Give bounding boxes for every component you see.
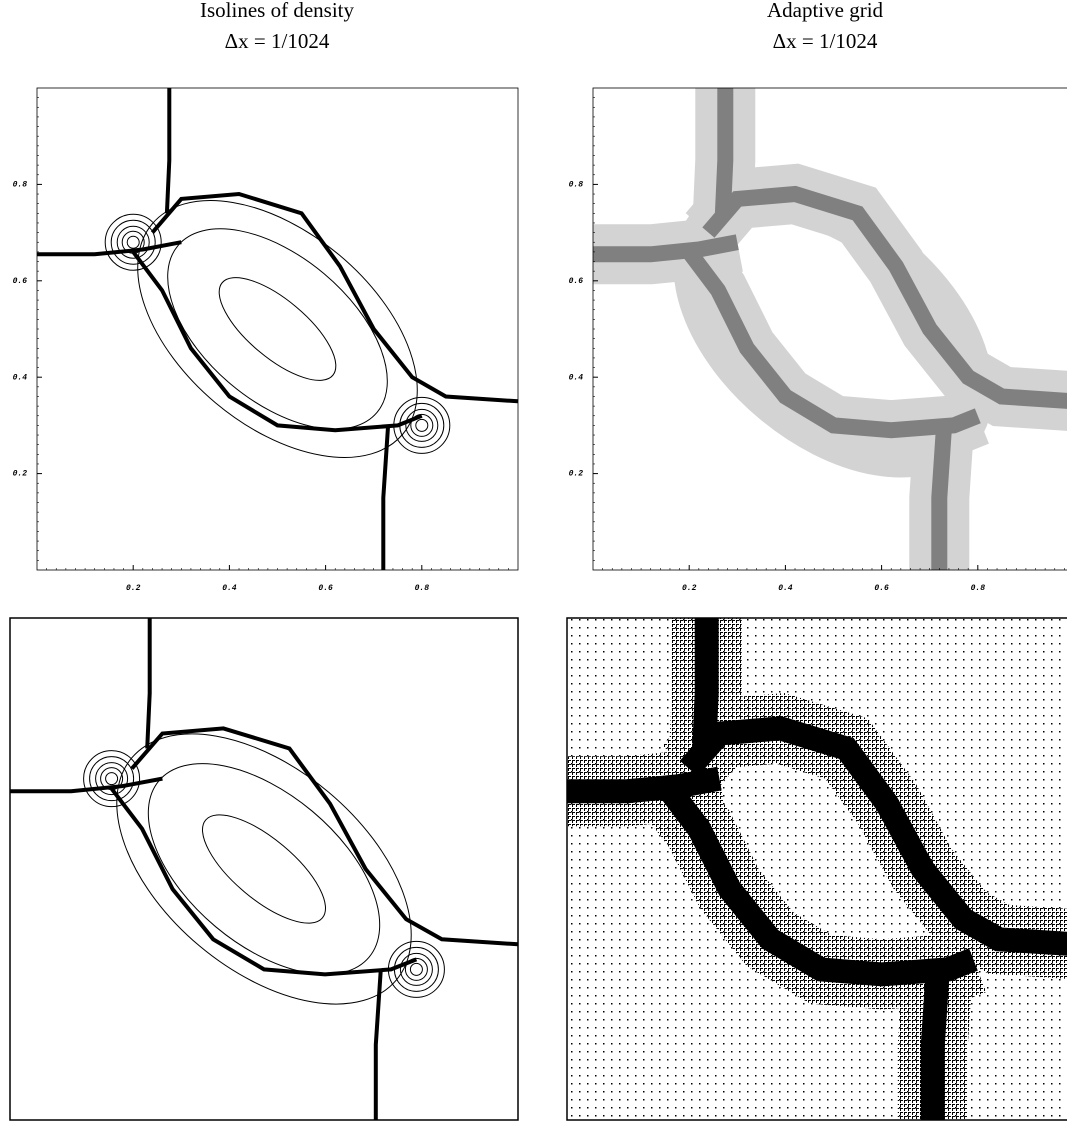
spiral-contour: [127, 236, 139, 248]
y-tick-label: 0.8: [13, 181, 28, 190]
x-tick-label: 0.8: [415, 584, 430, 593]
x-tick-label: 0.6: [874, 584, 889, 593]
panel-subtitle: Δx = 1/1024: [225, 29, 330, 53]
fine-region: [939, 425, 944, 570]
contour: [90, 150, 464, 508]
fine-region: [567, 779, 719, 792]
y-tick-label: 0.6: [569, 277, 584, 286]
spiral-contour: [405, 958, 427, 980]
x-tick-label: 0.6: [318, 584, 333, 593]
panel: [593, 88, 1067, 570]
fine-region: [723, 88, 725, 213]
y-tick-label: 0.4: [569, 373, 584, 382]
panel: [37, 88, 518, 570]
panel-title: Isolines of density: [200, 0, 354, 22]
shock-front: [167, 88, 169, 213]
y-tick-label: 0.2: [13, 470, 28, 479]
spiral-contour: [388, 941, 444, 997]
spiral-contour: [400, 403, 444, 447]
grid-background: [567, 618, 1067, 1120]
x-tick-label: 0.2: [126, 584, 141, 593]
panel-title: Adaptive grid: [767, 0, 884, 22]
contour: [67, 681, 461, 1057]
shock-front: [376, 969, 381, 1120]
fine-region: [933, 969, 938, 1120]
spiral-contour: [84, 751, 140, 807]
contour: [186, 797, 341, 941]
shock-front: [112, 789, 417, 975]
spiral-contour: [90, 757, 134, 801]
frame: [593, 88, 1067, 570]
y-tick-label: 0.2: [569, 470, 584, 479]
panel: [10, 618, 518, 1120]
spiral-contour: [416, 419, 428, 431]
shock-front: [383, 425, 388, 570]
panel-subtitle: Δx = 1/1024: [773, 29, 878, 53]
spiral-contour: [106, 773, 118, 785]
contour: [204, 260, 352, 397]
x-tick-label: 0.4: [778, 584, 793, 593]
shock-front: [133, 252, 422, 430]
y-tick-label: 0.8: [569, 181, 584, 190]
shock-front: [147, 618, 150, 749]
frame: [10, 618, 518, 1120]
spiral-contour: [394, 947, 438, 991]
y-tick-label: 0.6: [13, 277, 28, 286]
fine-region: [704, 618, 707, 749]
spiral-contour: [105, 214, 161, 270]
x-tick-label: 0.2: [682, 584, 697, 593]
x-tick-label: 0.8: [971, 584, 986, 593]
y-tick-label: 0.4: [13, 373, 28, 382]
x-tick-label: 0.4: [222, 584, 237, 593]
spiral-contour: [410, 963, 422, 975]
frame: [37, 88, 518, 570]
figure: Isolines of density Δx = 1/1024 Adaptive…: [0, 0, 1067, 1125]
spiral-contour: [111, 220, 155, 264]
